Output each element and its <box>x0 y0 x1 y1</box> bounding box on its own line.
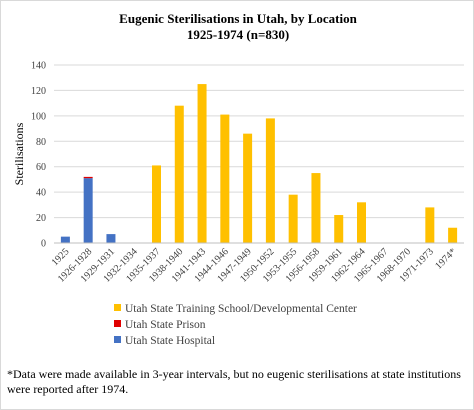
legend-swatch <box>114 336 121 343</box>
y-tick-label: 100 <box>31 111 46 122</box>
y-tick-label: 20 <box>36 213 46 224</box>
bar <box>152 165 161 243</box>
x-tick-labels: 19251926-19281929-19311932-19341935-1937… <box>50 246 459 284</box>
legend-swatch <box>114 320 121 327</box>
bar <box>243 133 253 243</box>
chart-subtitle: 1925-1974 (n=830) <box>187 27 289 42</box>
bars <box>60 84 458 243</box>
y-tick-label: 0 <box>41 239 46 250</box>
y-tick-labels: 0 20 40 60 80 100 120 140 <box>31 61 46 250</box>
bar <box>60 236 70 243</box>
y-tick-label: 60 <box>36 162 46 173</box>
y-tick-label: 120 <box>31 86 46 97</box>
bar <box>311 173 321 243</box>
legend-swatch <box>114 304 121 311</box>
legend-label: Utah State Training School/Developmental… <box>125 303 357 315</box>
bar <box>197 84 207 243</box>
gridlines <box>54 64 464 219</box>
y-axis-label: Sterilisations <box>12 122 26 185</box>
legend: Utah State Training School/Developmental… <box>114 303 357 347</box>
bar <box>448 227 458 243</box>
legend-label: Utah State Prison <box>125 319 206 331</box>
bar <box>334 215 344 243</box>
chart-title: Eugenic Sterilisations in Utah, by Locat… <box>119 11 357 26</box>
bar <box>265 118 275 243</box>
legend-label: Utah State Hospital <box>125 335 215 347</box>
y-tick-label: 80 <box>36 137 46 148</box>
bar <box>220 114 230 243</box>
bar-chart: Eugenic Sterilisations in Utah, by Locat… <box>12 11 464 347</box>
bar <box>174 105 184 243</box>
bar <box>357 202 366 243</box>
x-tick-label: 1974* <box>433 246 458 271</box>
bar <box>288 194 298 243</box>
bar <box>83 178 93 243</box>
bar <box>425 207 435 243</box>
bar <box>106 234 116 243</box>
y-tick-label: 140 <box>31 61 46 72</box>
y-tick-label: 40 <box>36 188 46 199</box>
footnote: *Data were made available in 3-year inte… <box>7 367 461 396</box>
bar <box>83 176 93 179</box>
